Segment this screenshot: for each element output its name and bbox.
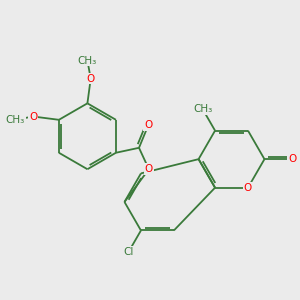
Text: O: O [244,183,252,193]
Text: O: O [144,120,152,130]
Text: CH₃: CH₃ [193,104,212,114]
Text: Cl: Cl [123,247,134,257]
Text: CH₃: CH₃ [5,115,25,125]
Text: CH₃: CH₃ [78,56,97,65]
Text: O: O [145,164,153,174]
Text: O: O [87,74,95,84]
Text: O: O [288,154,297,164]
Text: O: O [29,112,37,122]
